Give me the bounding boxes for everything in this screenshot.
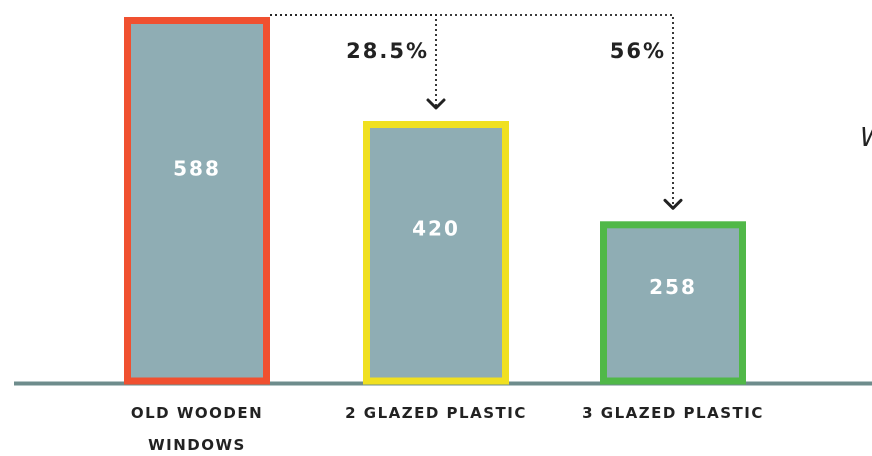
category-label-2: 2 GLAZED PLASTIC (345, 404, 527, 422)
annotation-line-2 (270, 14, 674, 207)
annotation-arrow-1 (426, 98, 446, 110)
bar-3 (600, 221, 746, 385)
category-labels: OLD WOODEN WINDOWS 2 GLAZED PLASTIC 3 GLAZE… (131, 404, 764, 454)
bar-1 (124, 17, 270, 385)
category-label-3: 3 GLAZED PLASTIC (582, 404, 764, 422)
annotation-arrow-2 (663, 198, 683, 210)
bar-value-labels: 588 420 258 (173, 156, 697, 299)
bar-2 (363, 121, 509, 385)
bar-value-label-3: 258 (649, 275, 697, 299)
category-label-1-line-2: WINDOWS (148, 436, 246, 454)
annotation-label-2: 56% (610, 39, 666, 63)
percentage-annotations: 28.5% 56% (270, 14, 683, 210)
side-text: W (860, 123, 872, 153)
bar-value-label-2: 420 (412, 217, 460, 241)
annotation-label-1: 28.5% (346, 39, 429, 63)
category-label-1: OLD WOODEN (131, 404, 263, 422)
bars-group (124, 17, 746, 385)
bar-value-label-1: 588 (173, 156, 221, 180)
